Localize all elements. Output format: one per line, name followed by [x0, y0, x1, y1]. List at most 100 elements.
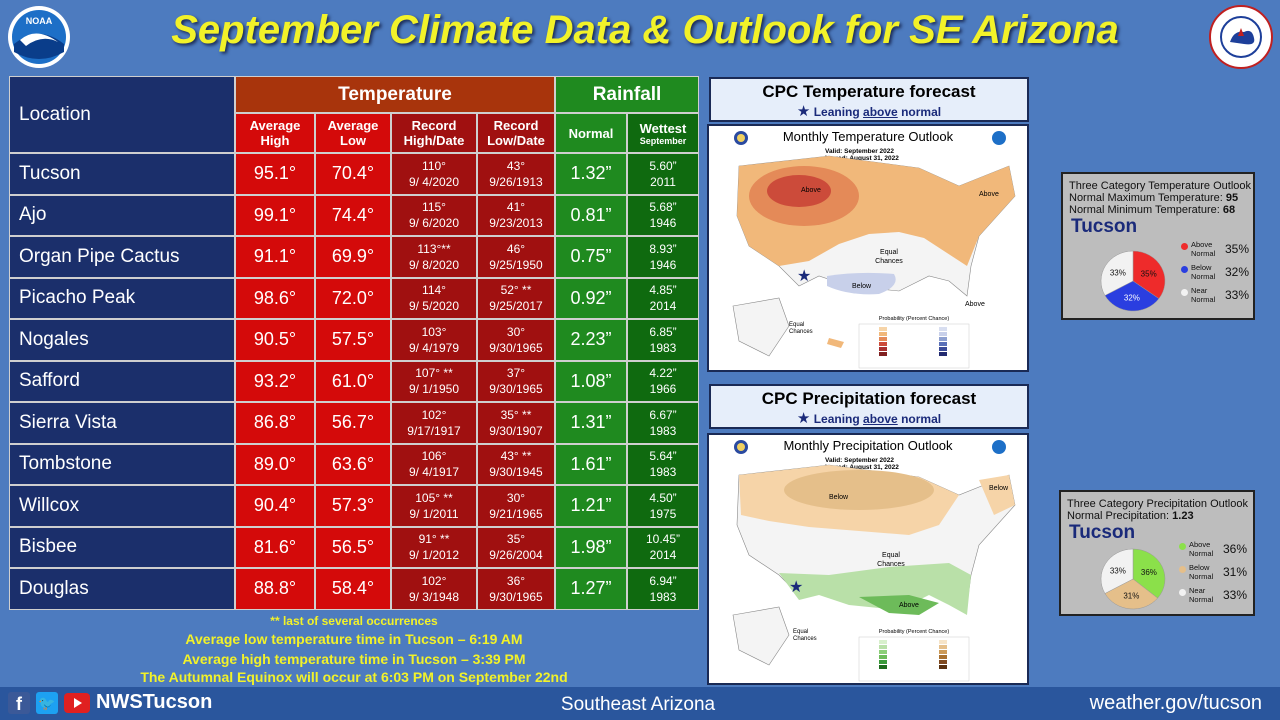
legend-percent: 32%	[1225, 265, 1250, 279]
pie-slice	[1104, 280, 1160, 312]
normal-rain-cell: 1.27”	[555, 568, 627, 610]
precip-normal-label: Normal Precipitation:	[1067, 510, 1173, 522]
date: 9/ 1/2012	[408, 548, 460, 563]
date: 9/ 3/1948	[408, 589, 460, 604]
date: 9/30/1907	[489, 423, 543, 438]
pie-slice-label: 36%	[1141, 568, 1157, 577]
twitter-icon[interactable]: 🐦	[36, 692, 58, 714]
location-cell: Bisbee	[9, 526, 235, 568]
temp-outlook-map: Monthly Temperature Outlook Valid: Septe…	[707, 124, 1029, 372]
date: 2014	[649, 299, 677, 314]
date: 9/17/1917	[407, 423, 461, 438]
avg-low-cell: 69.9°	[315, 236, 391, 278]
record-high-cell: 103° 9/ 4/1979	[391, 319, 477, 361]
pie-legend-item: Below Normal 31%	[1179, 563, 1253, 586]
value: 52° **	[500, 283, 532, 298]
legend-percent: 31%	[1223, 565, 1248, 579]
date: 9/ 6/2020	[408, 216, 460, 231]
precip-side-line1: Normal Precipitation: 1.23	[1067, 510, 1253, 522]
value: 10.45”	[645, 532, 681, 547]
value: 4.22”	[649, 366, 677, 381]
precip-side-city: Tucson	[1069, 522, 1136, 543]
temp-map-label-chances: Chances	[875, 258, 903, 265]
value: 30°	[506, 490, 526, 505]
climate-table: Location Temperature Rainfall Average Hi…	[9, 76, 699, 610]
record-low-header: Record Low/Date	[477, 113, 555, 153]
date: 9/30/1965	[489, 589, 543, 604]
value: 5.64”	[649, 449, 677, 464]
record-high-cell: 102° 9/17/1917	[391, 402, 477, 444]
value: 106°	[421, 449, 447, 464]
date: 9/23/2013	[489, 216, 543, 231]
record-high-cell: 114° 9/ 5/2020	[391, 277, 477, 319]
precip-valid: Valid: September 2022	[825, 457, 895, 464]
date: 9/ 4/1979	[408, 340, 460, 355]
lean-pre: Leaning	[813, 412, 864, 426]
legend-label: Above Normal	[1189, 540, 1214, 558]
temp-side-line1: Normal Maximum Temperature: 95	[1069, 192, 1253, 204]
avg-low-cell: 70.4°	[315, 153, 391, 195]
legend-label: Near Normal	[1191, 286, 1216, 304]
value: 35° **	[500, 407, 532, 422]
record-low-cell: 43° ** 9/30/1945	[477, 443, 555, 485]
legend-percent: 33%	[1223, 588, 1248, 602]
record-low-cell: 37° 9/30/1965	[477, 360, 555, 402]
avg-low-cell: 72.0°	[315, 277, 391, 319]
pie-legend-item: Near Normal 33%	[1179, 586, 1253, 609]
location-cell: Nogales	[9, 319, 235, 361]
website-link[interactable]: weather.gov/tucson	[1089, 692, 1262, 714]
temp-side-title: Three Category Temperature Outlook	[1069, 180, 1251, 192]
pie-slice-label: 32%	[1124, 293, 1140, 302]
record-high-cell: 106° 9/ 4/1917	[391, 443, 477, 485]
value: 43° **	[500, 449, 532, 464]
pie-slice	[1104, 578, 1159, 610]
lean-word: above	[863, 412, 898, 426]
facebook-icon[interactable]: f	[8, 692, 30, 714]
date: 9/21/1965	[489, 506, 543, 521]
record-high-cell: 113°** 9/ 8/2020	[391, 236, 477, 278]
temp-map-label-above-3: Above	[965, 301, 985, 308]
precip-normal-value: 1.23	[1172, 510, 1194, 522]
record-low-cell: 52° ** 9/25/2017	[477, 277, 555, 319]
record-high-cell: 102° 9/ 3/1948	[391, 568, 477, 610]
social-handle[interactable]: NWSTucson	[96, 691, 213, 713]
location-cell: Douglas	[9, 568, 235, 610]
temp-pie-chart: 35% 32% 33%	[1100, 250, 1166, 312]
date: 9/26/2004	[489, 548, 543, 563]
legend-label: Near Normal	[1189, 586, 1214, 604]
record-high-cell: 105° ** 9/ 1/2011	[391, 485, 477, 527]
value: 102°	[421, 573, 447, 588]
youtube-icon[interactable]	[64, 693, 90, 713]
value: 35°	[506, 532, 526, 547]
value: 5.60”	[649, 158, 677, 173]
temp-map-graphic: Above Above Above Below Equal Chances Eq…	[732, 131, 1016, 369]
temp-max-value: 95	[1225, 192, 1239, 204]
avg-low-header: Average Low	[315, 113, 391, 153]
legend-dot-icon	[1179, 589, 1186, 596]
record-high-cell: 115° 9/ 6/2020	[391, 194, 477, 236]
normal-rain-cell: 0.92”	[555, 277, 627, 319]
wettest-cell: 5.68” 1946	[627, 194, 699, 236]
date: 9/30/1945	[489, 465, 543, 480]
normal-rain-cell: 1.61”	[555, 443, 627, 485]
avg-low-cell: 56.5°	[315, 526, 391, 568]
wettest-cell: 4.85” 2014	[627, 277, 699, 319]
avg-high-header: Average High	[235, 113, 315, 153]
date: 1983	[649, 465, 677, 480]
date: 9/30/1965	[489, 382, 543, 397]
avg-high-cell: 89.0°	[235, 443, 315, 485]
location-cell: Organ Pipe Cactus	[9, 236, 235, 278]
pie-legend-item: Above Normal 35%	[1181, 240, 1255, 263]
value: 115°	[422, 200, 446, 215]
legend-label: Below Normal	[1189, 563, 1214, 581]
date: 9/ 1/2011	[409, 506, 459, 521]
value: 36°	[506, 573, 526, 588]
wettest-cell: 6.85” 1983	[627, 319, 699, 361]
legend-dot-icon	[1181, 266, 1188, 273]
temp-map-dates: Valid: September 2022 Issued: August 31,…	[825, 148, 899, 162]
precip-map-dates: Valid: September 2022 Issued: August 31,…	[825, 457, 899, 471]
noaa-logo: NOAA	[6, 4, 72, 75]
value: 110°	[422, 158, 446, 173]
avg-low-cell: 57.5°	[315, 319, 391, 361]
footer-bar: f 🐦 NWSTucson Southeast Arizona weather.…	[0, 687, 1280, 720]
